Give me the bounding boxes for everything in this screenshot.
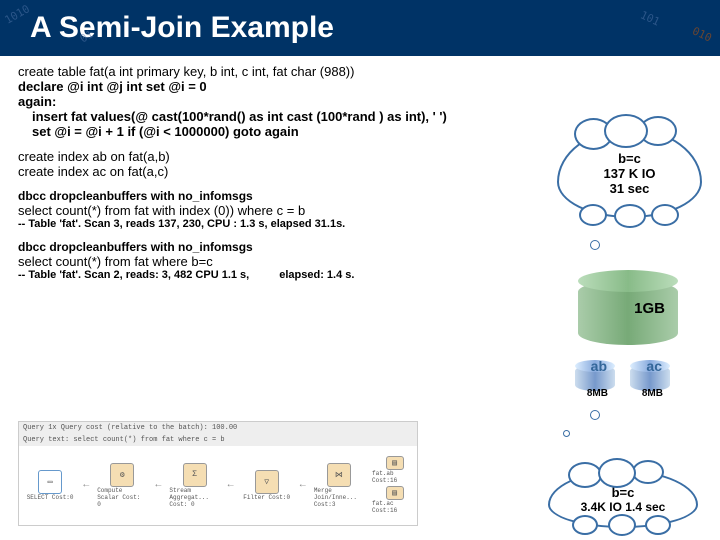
cloud1-line3: 31 sec <box>610 181 650 196</box>
bg-decoration: 1010 <box>3 2 32 27</box>
sql-declare: declare @i int @j int set @i = 0 <box>18 79 702 94</box>
database-label: 1GB <box>634 300 665 317</box>
slide-title: A Semi-Join Example <box>30 11 334 45</box>
aggregate-icon: Σ <box>183 463 207 487</box>
arrow-icon: ← <box>155 480 161 491</box>
callout-cloud-fast: b=c 3.4K IO 1.4 sec <box>548 470 698 528</box>
query-plan-panel: Query 1x Query cost (relative to the bat… <box>18 421 418 526</box>
seek-icon: ▤ <box>386 456 404 470</box>
plan-node-compute: ⚙ Compute Scalar Cost: 0 <box>97 463 147 508</box>
plan-node-filter: ▽ Filter Cost:0 <box>242 470 292 501</box>
plan-node-seek-ac: ▤ fat.ac Cost:16 <box>372 486 417 514</box>
index-ac-size: 8MB <box>642 388 663 399</box>
query-plan-row: ▭ SELECT Cost:0 ← ⚙ Compute Scalar Cost:… <box>19 446 417 514</box>
merge-icon: ⋈ <box>327 463 351 487</box>
compute-icon: ⚙ <box>110 463 134 487</box>
arrow-icon: ← <box>83 480 89 491</box>
sql-select2: select count(*) from fat where b=c <box>18 254 702 269</box>
cloud2-line2: 3.4K IO 1.4 sec <box>581 500 666 514</box>
cloud2-line1: b=c <box>612 485 635 500</box>
query-plan-hdr1: Query 1x Query cost (relative to the bat… <box>19 422 417 434</box>
index-ab-label: ab <box>591 358 607 374</box>
plan-node-aggregate: Σ Stream Aggregat... Cost: 0 <box>169 463 219 508</box>
sql-create-table: create table fat(a int primary key, b in… <box>18 64 702 79</box>
thought-bubble <box>563 430 570 437</box>
plan-node-merge: ⋈ Merge Join/Inne... Cost:3 <box>314 463 364 508</box>
plan-node-select: ▭ SELECT Cost:0 <box>25 470 75 501</box>
plan-node-seek-ab: ▤ fat.ab Cost:16 <box>372 456 417 484</box>
thought-bubble <box>590 410 600 420</box>
cloud1-line2: 137 K IO <box>603 166 655 181</box>
cloud1-line1: b=c <box>618 151 641 166</box>
sql-again-label: again: <box>18 94 702 109</box>
slide-header: 1010 01 101 010 A Semi-Join Example <box>0 0 720 56</box>
index-ab-size: 8MB <box>587 388 608 399</box>
select-icon: ▭ <box>38 470 62 494</box>
bg-decoration: 010 <box>690 24 714 44</box>
arrow-icon: ← <box>228 480 234 491</box>
thought-bubble <box>590 240 600 250</box>
arrow-icon: ← <box>300 480 306 491</box>
filter-icon: ▽ <box>255 470 279 494</box>
sql-stats2a: -- Table 'fat'. Scan 2, reads: 3, 482 CP… <box>18 269 249 281</box>
seek-icon: ▤ <box>386 486 404 500</box>
query-plan-hdr2: Query text: select count(*) from fat whe… <box>19 434 417 446</box>
bg-decoration: 101 <box>638 8 662 28</box>
sql-stats2b: elapsed: 1.4 s. <box>279 269 354 281</box>
index-ac-label: ac <box>646 358 662 374</box>
